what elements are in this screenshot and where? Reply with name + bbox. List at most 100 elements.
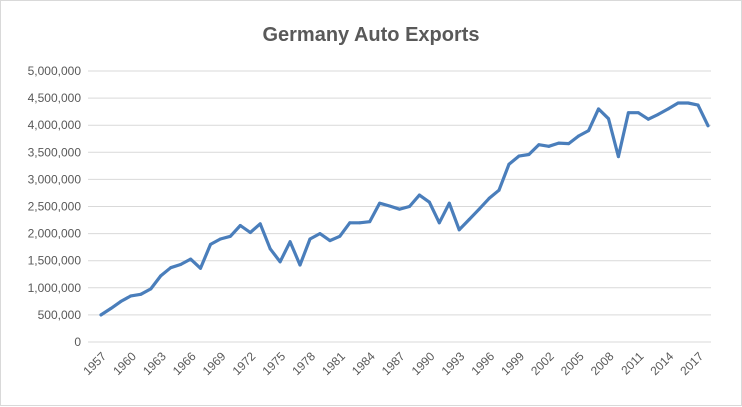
x-tick-label: 1975 — [259, 349, 288, 378]
data-point — [189, 257, 193, 261]
data-point — [487, 196, 491, 200]
x-tick-label: 2014 — [648, 349, 677, 378]
data-point — [547, 144, 551, 148]
data-point — [646, 117, 650, 121]
data-point — [298, 263, 302, 267]
x-tick-label: 1966 — [170, 349, 199, 378]
y-tick-label: 3,500,000 — [28, 145, 82, 159]
data-point — [696, 103, 700, 107]
data-point — [318, 232, 322, 236]
x-tick-label: 2008 — [588, 349, 617, 378]
data-point — [398, 207, 402, 211]
data-point — [427, 200, 431, 204]
data-point — [99, 313, 103, 317]
x-tick-label: 1963 — [140, 349, 169, 378]
chart-title: Germany Auto Exports — [262, 24, 479, 46]
data-point — [626, 111, 630, 115]
x-tick-label: 1960 — [110, 349, 139, 378]
data-point — [527, 152, 531, 156]
data-point — [656, 112, 660, 116]
data-point — [129, 294, 133, 298]
x-tick-label: 2005 — [558, 349, 587, 378]
data-point — [109, 306, 113, 310]
data-point — [686, 101, 690, 105]
data-point — [248, 231, 252, 235]
data-point — [567, 142, 571, 146]
data-point — [597, 107, 601, 111]
data-point — [606, 117, 610, 121]
data-point — [517, 154, 521, 158]
data-point — [238, 223, 242, 227]
data-point — [228, 234, 232, 238]
data-point — [208, 242, 212, 246]
x-tick-label: 1972 — [230, 349, 259, 378]
x-tick-label: 1969 — [200, 349, 229, 378]
x-axis: 1957 1960 1963 1966 1969 1972 1975 1978 1981 1984… — [80, 349, 706, 378]
data-point — [169, 266, 173, 270]
data-point — [706, 124, 710, 128]
x-tick-label: 2011 — [618, 349, 646, 377]
data-point — [577, 134, 581, 138]
data-point — [119, 299, 123, 303]
series — [99, 101, 710, 317]
gridlines — [88, 70, 711, 343]
data-point — [159, 274, 163, 278]
data-point — [437, 221, 441, 225]
data-point — [616, 155, 620, 159]
data-point — [537, 143, 541, 147]
data-point — [636, 111, 640, 115]
data-point — [149, 287, 153, 291]
data-point — [278, 260, 282, 264]
y-tick-label: 5,000,000 — [28, 64, 82, 78]
data-point — [358, 221, 362, 225]
data-point — [368, 220, 372, 224]
data-point — [258, 222, 262, 226]
data-point — [676, 101, 680, 105]
x-tick-label: 1990 — [409, 349, 438, 378]
x-tick-label: 1981 — [319, 349, 348, 378]
x-tick-label: 1996 — [468, 349, 497, 378]
y-tick-label: 3,000,000 — [28, 172, 82, 186]
data-point — [557, 141, 561, 145]
data-point — [447, 201, 451, 205]
data-point — [139, 292, 143, 296]
y-tick-label: 1,000,000 — [28, 281, 82, 295]
data-point — [507, 162, 511, 166]
data-point — [388, 204, 392, 208]
data-point — [338, 234, 342, 238]
data-point — [407, 205, 411, 208]
data-point — [288, 240, 292, 244]
x-tick-label: 1984 — [349, 349, 378, 378]
data-point — [328, 239, 332, 243]
y-tick-label: 500,000 — [38, 308, 82, 322]
x-tick-label: 1987 — [379, 349, 408, 378]
x-tick-label: 2017 — [677, 349, 706, 378]
data-point — [497, 188, 501, 192]
y-tick-label: 4,500,000 — [28, 91, 82, 105]
data-point — [199, 266, 203, 270]
x-tick-label: 1993 — [439, 349, 468, 378]
series-line — [99, 101, 710, 317]
x-tick-label: 1999 — [498, 349, 527, 378]
data-point — [666, 107, 670, 111]
data-point — [457, 228, 461, 232]
data-point — [348, 221, 352, 225]
y-tick-label: 4,000,000 — [28, 118, 82, 132]
y-tick-label: 2,500,000 — [28, 200, 82, 214]
x-tick-label: 2002 — [528, 349, 557, 378]
data-point — [218, 237, 222, 241]
y-axis: 0 500,000 1,000,000 1,500,000 2,000,000 2,500… — [28, 64, 82, 349]
y-tick-label: 0 — [74, 335, 81, 349]
x-tick-label: 1957 — [80, 349, 109, 378]
data-point — [308, 237, 312, 241]
data-point — [467, 218, 471, 222]
data-point — [179, 262, 183, 266]
data-point — [378, 201, 382, 205]
data-point — [417, 193, 421, 197]
x-tick-label: 1978 — [289, 349, 318, 378]
data-point — [268, 247, 272, 251]
y-tick-label: 2,000,000 — [28, 227, 82, 241]
data-point — [587, 129, 591, 133]
